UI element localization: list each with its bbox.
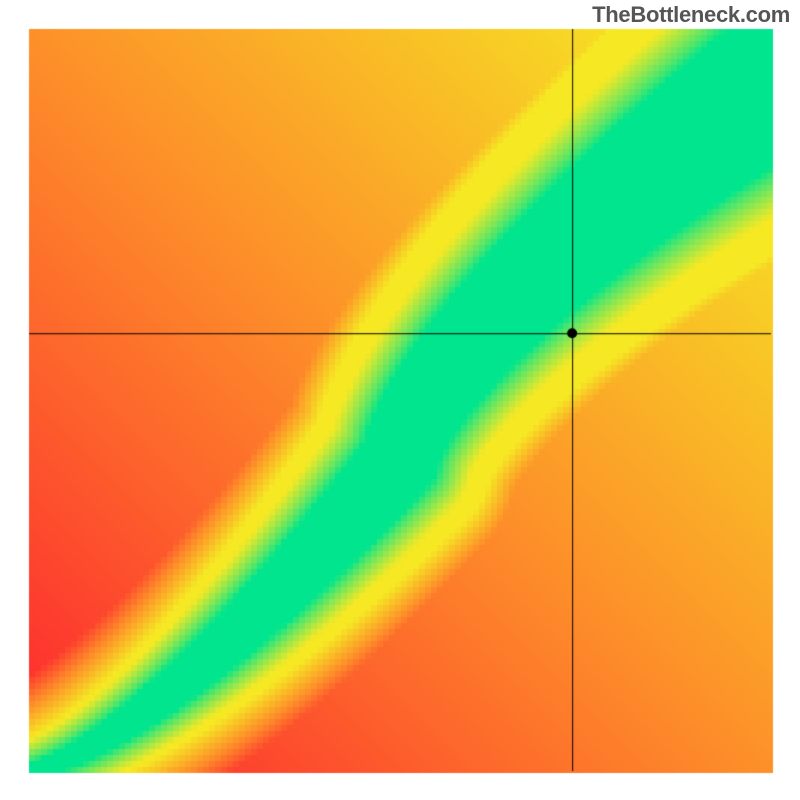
bottleneck-heatmap: [0, 0, 800, 800]
watermark-text: TheBottleneck.com: [592, 2, 790, 28]
